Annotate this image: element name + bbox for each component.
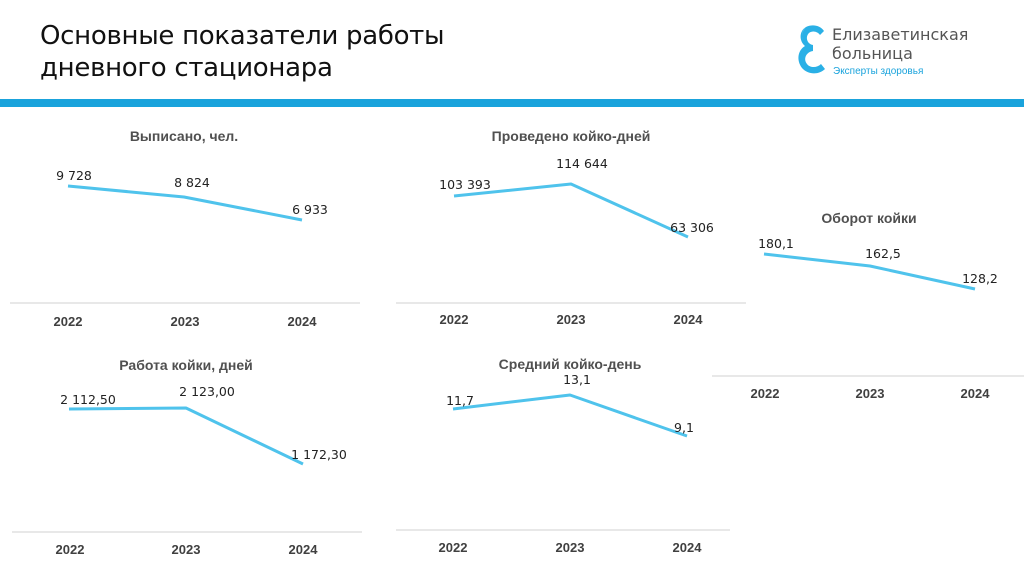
x-tick: 2023 bbox=[171, 542, 201, 557]
data-label: 2 123,00 bbox=[179, 384, 235, 399]
data-label: 9,1 bbox=[674, 420, 694, 435]
page-title-line2: дневного стационара bbox=[40, 53, 333, 83]
x-tick: 2024 bbox=[960, 386, 990, 401]
chart-title: Оборот койки bbox=[821, 210, 917, 226]
data-label: 114 644 bbox=[556, 156, 608, 171]
chart-title: Работа койки, дней bbox=[119, 357, 253, 373]
page-title-line1: Основные показатели работы bbox=[40, 21, 445, 51]
x-tick: 2023 bbox=[170, 314, 200, 329]
x-tick: 2024 bbox=[672, 540, 702, 555]
x-tick: 2022 bbox=[53, 314, 83, 329]
data-label: 13,1 bbox=[563, 372, 591, 387]
x-tick: 2024 bbox=[673, 312, 703, 327]
x-tick: 2022 bbox=[55, 542, 85, 557]
header-divider bbox=[0, 99, 1024, 107]
chart-title: Проведено койко-дней bbox=[491, 128, 651, 144]
logo-e-icon bbox=[798, 25, 825, 74]
data-label: 1 172,30 bbox=[291, 447, 347, 462]
x-tick: 2024 bbox=[288, 542, 318, 557]
logo-tagline: Эксперты здоровья bbox=[833, 66, 924, 77]
x-tick: 2023 bbox=[556, 312, 586, 327]
data-label: 162,5 bbox=[865, 246, 901, 261]
x-tick: 2023 bbox=[855, 386, 885, 401]
x-tick: 2022 bbox=[750, 386, 780, 401]
x-tick: 2024 bbox=[287, 314, 317, 329]
logo-name: Елизаветинская больница bbox=[832, 25, 969, 63]
data-label: 8 824 bbox=[174, 175, 210, 190]
data-label: 6 933 bbox=[292, 202, 328, 217]
x-tick: 2022 bbox=[438, 540, 468, 555]
x-tick: 2022 bbox=[439, 312, 469, 327]
data-label: 63 306 bbox=[670, 220, 714, 235]
x-tick: 2023 bbox=[555, 540, 585, 555]
data-label: 9 728 bbox=[56, 168, 92, 183]
chart-title: Средний койко-день bbox=[498, 356, 642, 372]
data-label: 103 393 bbox=[439, 177, 491, 192]
data-label: 180,1 bbox=[758, 236, 794, 251]
chart-title: Выписано, чел. bbox=[129, 128, 239, 144]
data-label: 2 112,50 bbox=[60, 392, 116, 407]
page-title: Основные показатели работы дневного стац… bbox=[40, 20, 445, 84]
data-label: 11,7 bbox=[446, 393, 474, 408]
hospital-logo: Елизаветинская больница Эксперты здоровь… bbox=[794, 22, 1014, 82]
data-label: 128,2 bbox=[962, 271, 998, 286]
